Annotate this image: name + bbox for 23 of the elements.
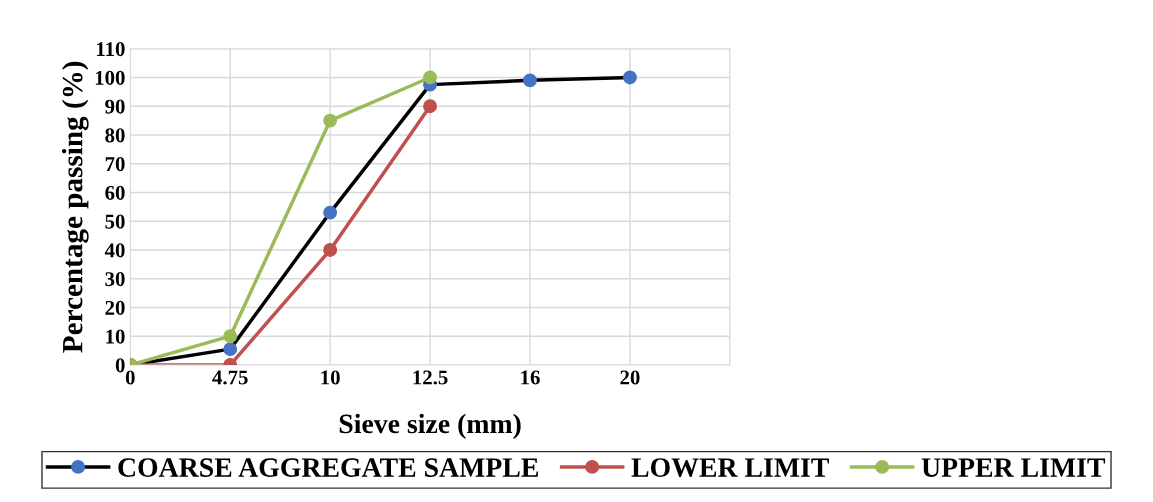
x-tick-label: 0 — [125, 370, 135, 385]
y-tick-label: 110 — [96, 42, 125, 57]
y-tick-label: 70 — [105, 157, 125, 172]
legend-label: COARSE AGGREGATE SAMPLE — [118, 458, 538, 477]
x-tick-label: 12.5 — [413, 370, 448, 385]
x-tick-label: 20 — [620, 370, 640, 385]
x-tick-label: 4.75 — [212, 370, 248, 385]
legend-label: UPPER LIMIT — [921, 458, 1106, 477]
y-tick-label: 10 — [106, 329, 125, 344]
y-tick-label: 80 — [105, 128, 125, 143]
y-tick-label: 40 — [104, 243, 125, 258]
x-axis-title: Sieve size (mm) — [339, 413, 521, 439]
legend-label: LOWER LIMIT — [631, 458, 829, 478]
y-tick-label: 0 — [115, 358, 125, 373]
y-tick-label: 20 — [105, 300, 125, 315]
y-tick-label: 100 — [95, 70, 125, 85]
x-tick-label: 10 — [321, 370, 340, 385]
y-tick-label: 60 — [105, 185, 125, 200]
y-axis-title: Percentage passing (%) — [61, 61, 89, 353]
y-tick-label: 30 — [105, 272, 125, 287]
x-tick-label: 16 — [521, 370, 540, 385]
y-tick-label: 50 — [105, 214, 125, 229]
y-tick-label: 90 — [105, 99, 125, 114]
